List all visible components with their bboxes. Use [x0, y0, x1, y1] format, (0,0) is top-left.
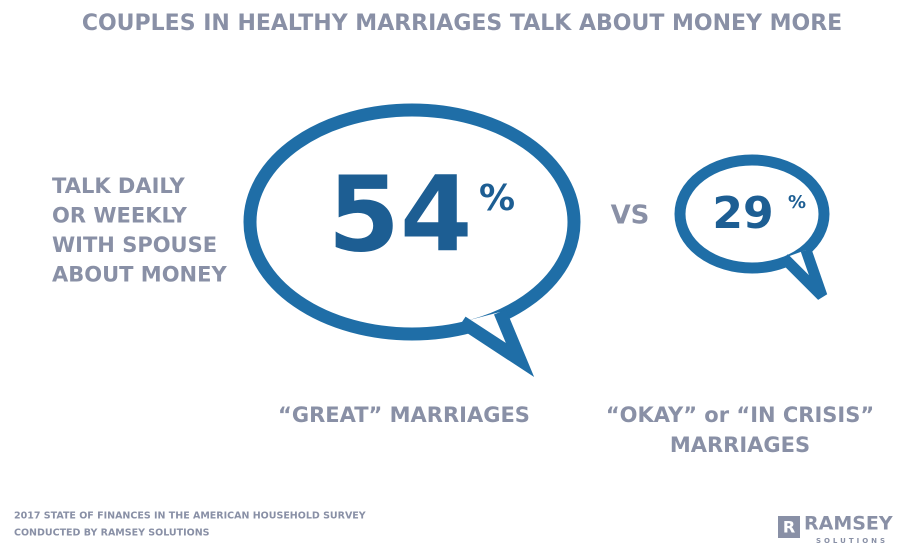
small-unit: %: [788, 192, 806, 213]
item-label: MARRIAGES: [670, 433, 810, 457]
source: CONDUCTED BY RAMSEY SOLUTIONS: [14, 528, 210, 539]
side-label: TALK DAILY: [52, 174, 186, 198]
logo-sub: SOLUTIONS: [816, 537, 888, 545]
vs: VS: [611, 201, 650, 231]
logo-mark: R: [783, 518, 795, 537]
text-lines: TALK DAILY OR WEEKLY WITH SPOUSE ABOUT MONE…: [14, 174, 874, 539]
item-label: “OKAY” or “IN CRISIS”: [606, 403, 874, 427]
big-unit: %: [479, 178, 515, 219]
source: 2017 STATE OF FINANCES IN THE AMERICAN H…: [14, 511, 366, 522]
big-bubble: [243, 103, 581, 378]
logo: R RAMSEY SOLUTIONS: [778, 513, 893, 545]
small-value: 29: [712, 188, 773, 239]
item-label: “GREAT” MARRIAGES: [278, 403, 530, 427]
big-value: 54: [328, 153, 473, 275]
logo-box: [778, 516, 800, 538]
logo-name: RAMSEY: [804, 513, 893, 535]
title: COUPLES IN HEALTHY MARRIAGES TALK ABOUT …: [82, 11, 842, 36]
side-label: WITH SPOUSE: [52, 233, 217, 257]
side-label: ABOUT MONEY: [52, 263, 227, 287]
small-bubble: [674, 154, 830, 300]
side-label: OR WEEKLY: [52, 204, 188, 228]
